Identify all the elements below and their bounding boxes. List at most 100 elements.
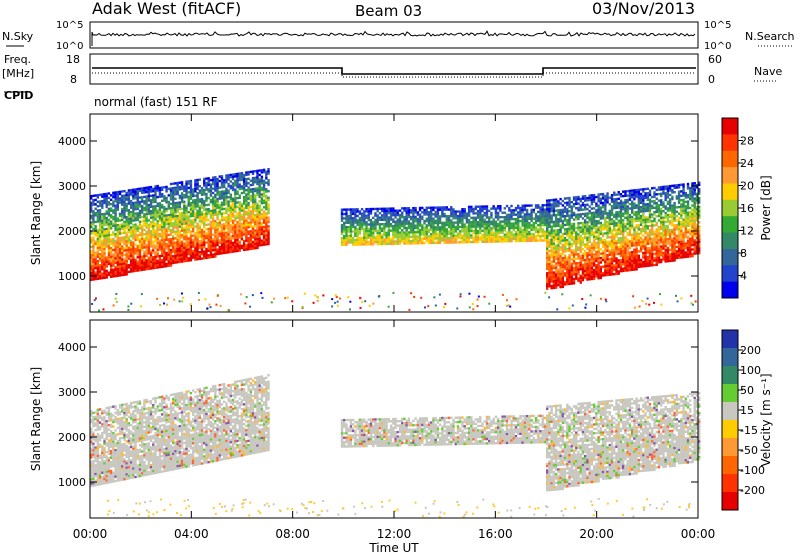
- power-data-cell: [220, 214, 224, 218]
- power-data-cell: [608, 203, 611, 206]
- power-data-cell: [588, 251, 591, 255]
- power-data-cell: [588, 238, 591, 241]
- power-data-cell: [561, 276, 565, 280]
- power-data-cell: [412, 224, 415, 227]
- power-data-cell: [205, 254, 208, 257]
- power-data-cell: [101, 224, 104, 227]
- power-data-cell: [118, 225, 122, 229]
- power-data-cell: [203, 177, 206, 181]
- power-data-cell: [454, 221, 457, 224]
- power-data-cell: [231, 204, 235, 207]
- power-data-cell: [109, 273, 113, 276]
- power-data-cell: [189, 248, 193, 251]
- power-data-cell: [123, 200, 126, 204]
- power-data-cell: [347, 230, 350, 233]
- power-data-cell: [209, 189, 213, 193]
- power-data-cell: [445, 217, 449, 220]
- power-data-cell: [127, 215, 131, 219]
- power-data-cell: [227, 224, 230, 228]
- power-data-cell: [196, 214, 199, 217]
- power-data-cell: [220, 183, 224, 187]
- power-data-cell: [563, 232, 567, 235]
- power-data-cell: [163, 214, 166, 218]
- power-data-cell: [96, 235, 100, 239]
- power-data-cell: [96, 211, 100, 214]
- power-data-cell: [251, 205, 255, 208]
- power-data-cell: [354, 234, 357, 238]
- power-data-cell: [191, 203, 195, 207]
- power-data-cell: [229, 239, 233, 243]
- power-data-cell: [499, 224, 502, 228]
- power-data-cell: [450, 234, 453, 238]
- power-data-cell: [101, 193, 104, 196]
- power-data-cell: [604, 212, 607, 215]
- power-data-cell: [267, 209, 270, 213]
- power-data-cell: [546, 247, 549, 251]
- power-data-cell: [584, 258, 587, 262]
- power-data-cell: [220, 227, 224, 231]
- power-data-cell: [608, 269, 611, 272]
- power-data-cell: [200, 215, 204, 218]
- power-data-cell: [180, 255, 184, 259]
- power-data-cell: [496, 222, 500, 226]
- power-data-cell: [172, 195, 175, 199]
- power-data-cell: [380, 242, 384, 246]
- power-data-cell: [149, 221, 153, 224]
- power-data-cell: [354, 239, 357, 242]
- power-data-cell: [586, 203, 589, 206]
- power-data-cell: [505, 233, 509, 236]
- power-data-cell: [118, 254, 122, 257]
- power-data-cell: [143, 189, 146, 192]
- power-data-cell: [240, 174, 244, 177]
- power-data-cell: [561, 237, 565, 240]
- power-data-cell: [572, 198, 576, 201]
- power-data-cell: [123, 220, 126, 224]
- power-data-cell: [438, 239, 442, 242]
- power-data-cell: [550, 231, 553, 235]
- power-data-cell: [626, 227, 629, 230]
- power-data-cell: [169, 182, 173, 186]
- power-data-cell: [156, 222, 159, 225]
- power-data-cell: [129, 268, 133, 271]
- power-data-cell: [584, 225, 587, 229]
- power-data-cell: [548, 214, 551, 218]
- power-data-cell: [345, 208, 348, 211]
- power-data-cell: [169, 262, 173, 265]
- power-data-cell: [467, 238, 471, 242]
- power-data-cell: [588, 275, 591, 279]
- power-data-cell: [586, 221, 589, 224]
- power-data-cell: [123, 214, 126, 217]
- power-data-cell: [472, 221, 475, 224]
- power-data-cell: [216, 191, 219, 194]
- power-data-cell: [418, 224, 422, 227]
- power-data-cell: [220, 252, 224, 255]
- power-data-cell: [118, 245, 122, 249]
- power-data-cell: [615, 213, 618, 216]
- power-data-cell: [209, 198, 213, 202]
- power-data-cell: [260, 241, 264, 245]
- power-data-cell: [245, 182, 248, 185]
- power-data-cell: [152, 244, 155, 248]
- power-data-cell: [550, 225, 553, 228]
- power-data-cell: [242, 222, 246, 225]
- power-data-cell: [169, 193, 173, 197]
- power-data-cell: [183, 189, 186, 193]
- power-data-cell: [590, 262, 594, 265]
- power-data-cell: [519, 230, 522, 234]
- power-data-cell: [554, 202, 558, 206]
- power-data-cell: [198, 189, 202, 192]
- power-data-cell: [436, 210, 440, 214]
- power-data-cell: [189, 204, 193, 207]
- power-data-cell: [209, 178, 213, 182]
- power-data-cell: [463, 223, 466, 226]
- power-data-cell: [234, 184, 237, 187]
- power-data-cell: [260, 186, 264, 190]
- power-data-cell: [143, 228, 146, 232]
- power-data-cell: [566, 201, 569, 204]
- power-data-cell: [116, 245, 119, 249]
- power-data-cell: [559, 279, 562, 282]
- power-data-cell: [447, 241, 451, 244]
- power-data-cell: [566, 276, 569, 279]
- power-data-cell: [147, 261, 151, 264]
- power-data-cell: [152, 214, 155, 217]
